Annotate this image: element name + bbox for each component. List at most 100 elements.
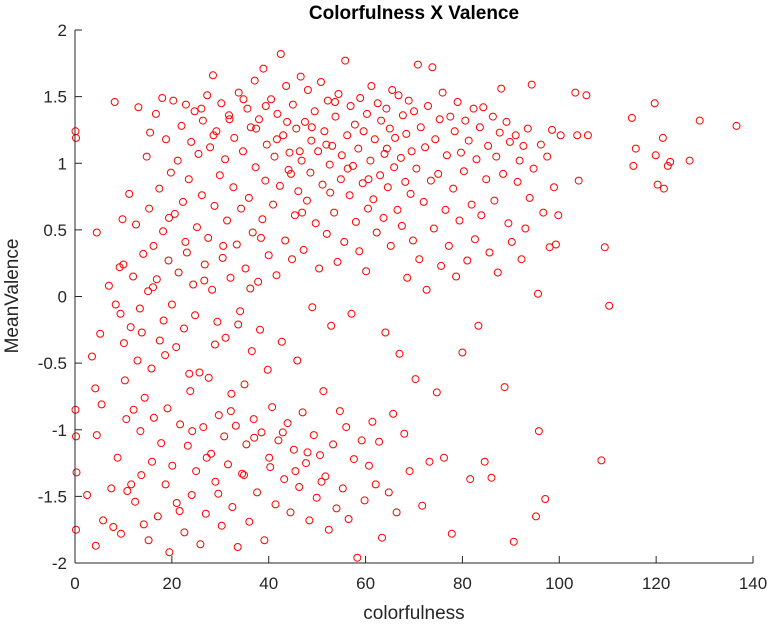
scatter-point	[658, 133, 667, 142]
scatter-point	[301, 117, 309, 126]
scatter-point	[238, 469, 247, 478]
scatter-point	[107, 484, 116, 493]
scatter-point	[151, 109, 160, 118]
scatter-point	[287, 169, 295, 178]
scatter-point	[190, 107, 199, 116]
scatter-point	[198, 116, 207, 125]
scatter-point	[487, 473, 496, 482]
scatter-point	[385, 124, 394, 133]
scatter-point	[296, 72, 305, 81]
scatter-point	[406, 189, 415, 198]
scatter-point	[281, 236, 290, 245]
scatter-point	[349, 455, 358, 464]
y-tick-label: -1	[52, 421, 67, 440]
scatter-point	[261, 102, 270, 110]
scatter-point	[117, 529, 125, 538]
scatter-point	[424, 102, 432, 110]
scatter-point	[169, 96, 178, 105]
scatter-point	[166, 168, 175, 177]
y-tick-label: -0.5	[38, 354, 67, 373]
scatter-point	[415, 255, 424, 264]
scatter-point	[268, 403, 277, 412]
scatter-point	[534, 427, 543, 436]
scatter-point	[472, 155, 481, 164]
scatter-point	[474, 321, 483, 330]
scatter-point	[398, 111, 407, 120]
scatter-point	[556, 131, 565, 140]
scatter-point	[132, 220, 140, 229]
scatter-point	[338, 484, 347, 493]
scatter-point	[437, 261, 446, 270]
scatter-point	[732, 121, 741, 130]
scatter-point	[308, 303, 317, 312]
scatter-point	[446, 112, 455, 121]
y-tick-label: 0	[58, 288, 67, 307]
scatter-point	[120, 376, 129, 385]
scatter-point	[240, 380, 249, 389]
y-axis-label: MeanValence	[2, 239, 23, 354]
scatter-point	[270, 152, 279, 161]
scatter-point	[209, 71, 217, 80]
scatter-point	[72, 133, 80, 142]
scatter-point	[497, 84, 506, 93]
scatter-point	[180, 528, 189, 537]
scatter-point	[183, 441, 192, 450]
scatter-point	[197, 104, 206, 113]
scatter-point	[434, 169, 443, 178]
scatter-point	[163, 404, 172, 413]
scatter-point	[507, 237, 516, 246]
scatter-point	[302, 459, 310, 468]
scatter-point	[99, 516, 108, 525]
scatter-point	[164, 256, 173, 265]
scatter-point	[355, 247, 364, 256]
scatter-point	[365, 461, 373, 470]
scatter-point	[583, 131, 592, 140]
scatter-point	[244, 193, 253, 202]
scatter-point	[550, 183, 558, 192]
scatter-point	[391, 133, 400, 142]
scatter-point	[421, 143, 430, 152]
scatter-point	[305, 516, 314, 525]
scatter-point	[72, 525, 80, 534]
scatter-point	[317, 78, 325, 86]
x-tick-label: 100	[545, 574, 573, 593]
scatter-point	[342, 423, 351, 432]
scatter-point	[176, 420, 185, 429]
scatter-point	[471, 235, 479, 244]
scatter-point	[208, 285, 217, 294]
scatter-point	[119, 339, 128, 348]
scatter-point	[92, 228, 101, 237]
scatter-point	[554, 211, 563, 220]
scatter-point	[195, 368, 204, 377]
scatter-point	[177, 121, 186, 130]
scatter-point	[363, 109, 371, 118]
scatter-point	[172, 499, 181, 507]
scatter-point	[278, 428, 287, 437]
scatter-point	[485, 248, 494, 257]
scatter-point	[383, 183, 392, 192]
x-tick-label: 80	[453, 574, 472, 593]
scatter-point	[597, 456, 606, 465]
scatter-point	[411, 375, 420, 384]
scatter-point	[345, 191, 354, 200]
scatter-point	[257, 233, 265, 242]
scatter-point	[495, 128, 504, 137]
scatter-point	[488, 112, 497, 121]
scatter-point	[221, 155, 230, 164]
scatter-point	[413, 60, 422, 69]
scatter-point	[181, 100, 190, 109]
scatter-point	[390, 163, 399, 172]
scatter-point	[129, 405, 138, 414]
scatter-point	[325, 160, 334, 169]
scatter-point	[331, 98, 340, 106]
scatter-point	[307, 123, 316, 132]
scatter-point	[403, 273, 412, 282]
scatter-point	[288, 255, 296, 264]
scatter-point	[231, 421, 240, 430]
scatter-point	[525, 193, 534, 202]
scatter-point	[310, 107, 319, 116]
scatter-point	[217, 521, 226, 530]
scatter-point	[196, 540, 205, 549]
scatter-point	[175, 507, 184, 515]
scatter-point	[139, 520, 148, 529]
